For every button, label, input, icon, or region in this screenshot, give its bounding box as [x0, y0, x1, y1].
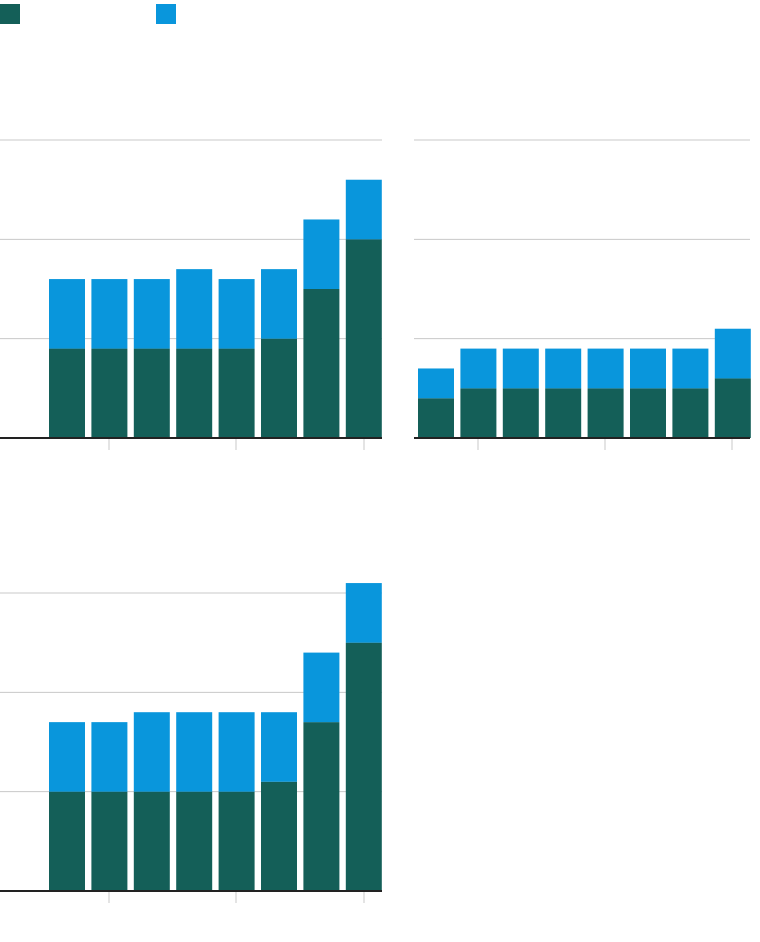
bar-2-segment-2 — [460, 348, 497, 389]
bar-3-segment-1 — [133, 348, 170, 438]
bar-6-segment-1 — [261, 338, 297, 438]
bar-6-segment-1 — [630, 388, 666, 438]
bar-3-segment-2 — [502, 348, 539, 389]
bar-8-segment-2 — [345, 583, 382, 643]
bar-6-segment-2 — [261, 712, 297, 782]
bar-5-segment-1 — [218, 791, 255, 891]
bar-4-segment-1 — [176, 348, 213, 438]
bar-1-segment-2 — [418, 368, 454, 399]
bar-8-segment-1 — [345, 642, 382, 891]
bar-8-segment-1 — [714, 378, 751, 438]
bar-3-segment-2 — [133, 712, 170, 792]
bar-7-segment-1 — [303, 722, 340, 891]
bar-2-segment-1 — [91, 791, 128, 891]
bar-4-segment-1 — [545, 388, 582, 438]
bar-1-segment-2 — [49, 722, 85, 792]
bar-1-segment-1 — [49, 791, 85, 891]
chart-panel-2 — [414, 139, 751, 450]
bar-8-segment-1 — [345, 239, 382, 438]
legend-swatch-series-1 — [0, 4, 20, 24]
bar-5-segment-1 — [587, 388, 624, 438]
bar-3-segment-1 — [502, 388, 539, 438]
bar-5-segment-2 — [218, 712, 255, 792]
bar-6-segment-1 — [261, 781, 297, 891]
bar-7-segment-2 — [303, 219, 340, 289]
bar-6-segment-2 — [630, 348, 666, 389]
bar-3-segment-1 — [133, 791, 170, 891]
bar-4-segment-2 — [176, 269, 213, 349]
bar-1-segment-2 — [49, 279, 85, 349]
bar-8-segment-2 — [714, 328, 751, 379]
bar-7-segment-1 — [303, 289, 340, 438]
bar-4-segment-1 — [176, 791, 213, 891]
bar-5-segment-2 — [218, 279, 255, 349]
legend-swatch-series-2 — [156, 4, 176, 24]
bar-6-segment-2 — [261, 269, 297, 339]
bar-7-segment-1 — [672, 388, 709, 438]
bar-4-segment-2 — [176, 712, 213, 792]
bar-7-segment-2 — [303, 652, 340, 723]
chart-panel-3 — [0, 583, 382, 903]
bar-2-segment-2 — [91, 279, 128, 349]
bar-2-segment-1 — [460, 388, 497, 438]
bar-2-segment-1 — [91, 348, 128, 438]
bar-1-segment-1 — [49, 348, 85, 438]
bar-8-segment-2 — [345, 179, 382, 240]
bar-7-segment-2 — [672, 348, 709, 389]
bar-1-segment-1 — [418, 398, 454, 438]
bar-4-segment-2 — [545, 348, 582, 389]
bar-5-segment-1 — [218, 348, 255, 438]
bar-2-segment-2 — [91, 722, 128, 792]
chart-panel-1 — [0, 139, 382, 450]
bar-3-segment-2 — [133, 279, 170, 349]
bar-5-segment-2 — [587, 348, 624, 389]
